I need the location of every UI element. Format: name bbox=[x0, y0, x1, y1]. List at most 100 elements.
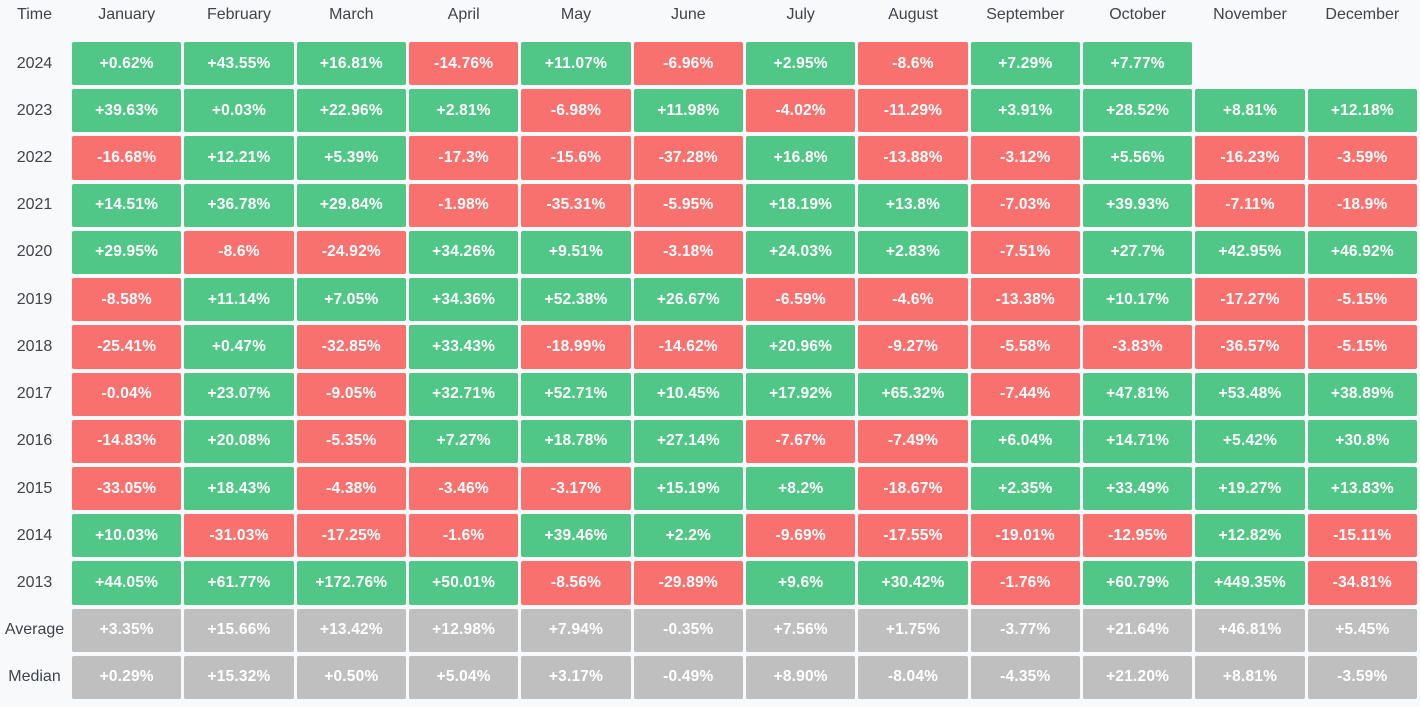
return-cell-2017-july: +17.92% bbox=[746, 372, 856, 416]
return-cell-2023-june: +11.98% bbox=[633, 89, 743, 133]
row-label-2015: 2015 bbox=[16, 479, 53, 497]
return-cell-2024-february: +43.55% bbox=[184, 42, 294, 86]
return-cell-2015-april: -3.46% bbox=[409, 466, 519, 511]
return-cell-2021-november: -7.11% bbox=[1195, 183, 1305, 227]
return-cell-median-may: +3.17% bbox=[521, 655, 631, 699]
row-label-2019: 2019 bbox=[16, 290, 53, 308]
return-cell-2024-september: +7.29% bbox=[970, 42, 1080, 86]
return-cell-2015-march: -4.38% bbox=[296, 466, 406, 511]
return-cell-2014-april: -1.6% bbox=[409, 514, 519, 558]
return-cell-2022-november: -16.23% bbox=[1195, 136, 1305, 180]
return-cell-2015-september: +2.35% bbox=[970, 466, 1080, 511]
return-cell-2015-january: -33.05% bbox=[72, 466, 182, 511]
return-cell-2013-september: -1.76% bbox=[970, 561, 1080, 605]
return-cell-average-march: +13.42% bbox=[296, 608, 406, 652]
return-cell-2017-february: +23.07% bbox=[184, 372, 294, 416]
return-cell-2018-november: -36.57% bbox=[1195, 325, 1305, 369]
return-cell-2020-december: +46.92% bbox=[1307, 230, 1417, 275]
return-cell-2021-september: -7.03% bbox=[970, 183, 1080, 227]
return-cell-2021-august: +13.8% bbox=[858, 183, 968, 227]
return-cell-2015-july: +8.2% bbox=[746, 466, 856, 511]
return-cell-median-april: +5.04% bbox=[409, 655, 519, 699]
return-cell-2021-january: +14.51% bbox=[72, 183, 182, 227]
return-cell-average-february: +15.66% bbox=[184, 608, 294, 652]
return-cell-median-july: +8.90% bbox=[746, 655, 856, 699]
return-cell-2016-june: +27.14% bbox=[633, 419, 743, 463]
return-cell-median-november: +8.81% bbox=[1195, 655, 1305, 699]
return-cell-2016-april: +7.27% bbox=[409, 419, 519, 463]
column-header-november: November bbox=[1213, 6, 1287, 23]
return-cell-2016-february: +20.08% bbox=[184, 419, 294, 463]
column-header-july: July bbox=[786, 6, 815, 23]
return-cell-average-july: +7.56% bbox=[746, 608, 856, 652]
return-cell-2023-january: +39.63% bbox=[72, 89, 182, 133]
row-label-2020: 2020 bbox=[16, 243, 53, 261]
return-cell-2024-april: -14.76% bbox=[409, 42, 519, 86]
return-cell-2022-april: -17.3% bbox=[409, 136, 519, 180]
return-cell-2013-december: -34.81% bbox=[1307, 561, 1417, 605]
return-cell-2022-october: +5.56% bbox=[1083, 136, 1193, 180]
return-cell-2016-october: +14.71% bbox=[1083, 419, 1193, 463]
return-cell-2016-november: +5.42% bbox=[1195, 419, 1305, 463]
return-cell-2020-april: +34.26% bbox=[409, 230, 519, 275]
return-cell-2016-july: -7.67% bbox=[746, 419, 856, 463]
return-cell-2020-july: +24.03% bbox=[746, 230, 856, 275]
return-cell-2021-june: -5.95% bbox=[633, 183, 743, 227]
row-label-2021: 2021 bbox=[16, 196, 53, 214]
empty-cell-2024-november bbox=[1195, 42, 1304, 85]
return-cell-2023-october: +28.52% bbox=[1083, 89, 1193, 133]
return-cell-2023-march: +22.96% bbox=[296, 89, 406, 133]
return-cell-2013-may: -8.56% bbox=[521, 561, 631, 605]
return-cell-median-march: +0.50% bbox=[296, 655, 406, 699]
return-cell-2022-march: +5.39% bbox=[296, 136, 406, 180]
row-label-median: Median bbox=[8, 668, 61, 686]
return-cell-2014-june: +2.2% bbox=[633, 514, 743, 558]
return-cell-2016-december: +30.8% bbox=[1307, 419, 1417, 463]
row-label-2017: 2017 bbox=[16, 385, 53, 403]
return-cell-2019-september: -13.38% bbox=[970, 278, 1080, 322]
return-cell-average-october: +21.64% bbox=[1083, 608, 1193, 652]
return-cell-2020-february: -8.6% bbox=[184, 230, 294, 275]
return-cell-2018-august: -9.27% bbox=[858, 325, 968, 369]
return-cell-2024-march: +16.81% bbox=[296, 42, 406, 86]
return-cell-2018-october: -3.83% bbox=[1083, 325, 1193, 369]
return-cell-2016-september: +6.04% bbox=[970, 419, 1080, 463]
return-cell-2017-january: -0.04% bbox=[72, 372, 182, 416]
return-cell-2018-september: -5.58% bbox=[970, 325, 1080, 369]
column-header-june: June bbox=[670, 6, 706, 23]
return-cell-2014-november: +12.82% bbox=[1195, 514, 1305, 558]
return-cell-2017-may: +52.71% bbox=[521, 372, 631, 416]
row-label-2018: 2018 bbox=[16, 337, 53, 355]
return-cell-2020-march: -24.92% bbox=[296, 230, 406, 275]
return-cell-2020-may: +9.51% bbox=[521, 230, 631, 275]
row-label-2013: 2013 bbox=[16, 573, 53, 591]
return-cell-2019-november: -17.27% bbox=[1195, 278, 1305, 322]
return-cell-2019-august: -4.6% bbox=[858, 278, 968, 322]
return-cell-median-january: +0.29% bbox=[72, 655, 182, 699]
return-cell-2023-september: +3.91% bbox=[970, 89, 1080, 133]
return-cell-2023-november: +8.81% bbox=[1195, 89, 1305, 133]
return-cell-2019-april: +34.36% bbox=[409, 278, 519, 322]
return-cell-2013-january: +44.05% bbox=[72, 561, 182, 605]
return-cell-2014-october: -12.95% bbox=[1083, 514, 1193, 558]
return-cell-2013-june: -29.89% bbox=[633, 561, 743, 605]
return-cell-2020-august: +2.83% bbox=[858, 230, 968, 275]
row-label-2023: 2023 bbox=[16, 101, 53, 119]
return-cell-2022-june: -37.28% bbox=[633, 136, 743, 180]
return-cell-2016-march: -5.35% bbox=[296, 419, 406, 463]
return-cell-2024-january: +0.62% bbox=[72, 42, 182, 86]
return-cell-2018-february: +0.47% bbox=[184, 325, 294, 369]
return-cell-2021-april: -1.98% bbox=[409, 183, 519, 227]
return-cell-2015-august: -18.67% bbox=[858, 466, 968, 511]
row-label-2014: 2014 bbox=[16, 526, 53, 544]
return-cell-2020-september: -7.51% bbox=[970, 230, 1080, 275]
return-cell-2019-october: +10.17% bbox=[1083, 278, 1193, 322]
return-cell-2023-december: +12.18% bbox=[1307, 89, 1417, 133]
return-cell-2017-december: +38.89% bbox=[1307, 372, 1417, 416]
return-cell-2014-february: -31.03% bbox=[184, 514, 294, 558]
return-cell-2017-october: +47.81% bbox=[1083, 372, 1193, 416]
return-cell-2014-september: -19.01% bbox=[970, 514, 1080, 558]
return-cell-2023-august: -11.29% bbox=[858, 89, 968, 133]
return-cell-2021-july: +18.19% bbox=[746, 183, 856, 227]
